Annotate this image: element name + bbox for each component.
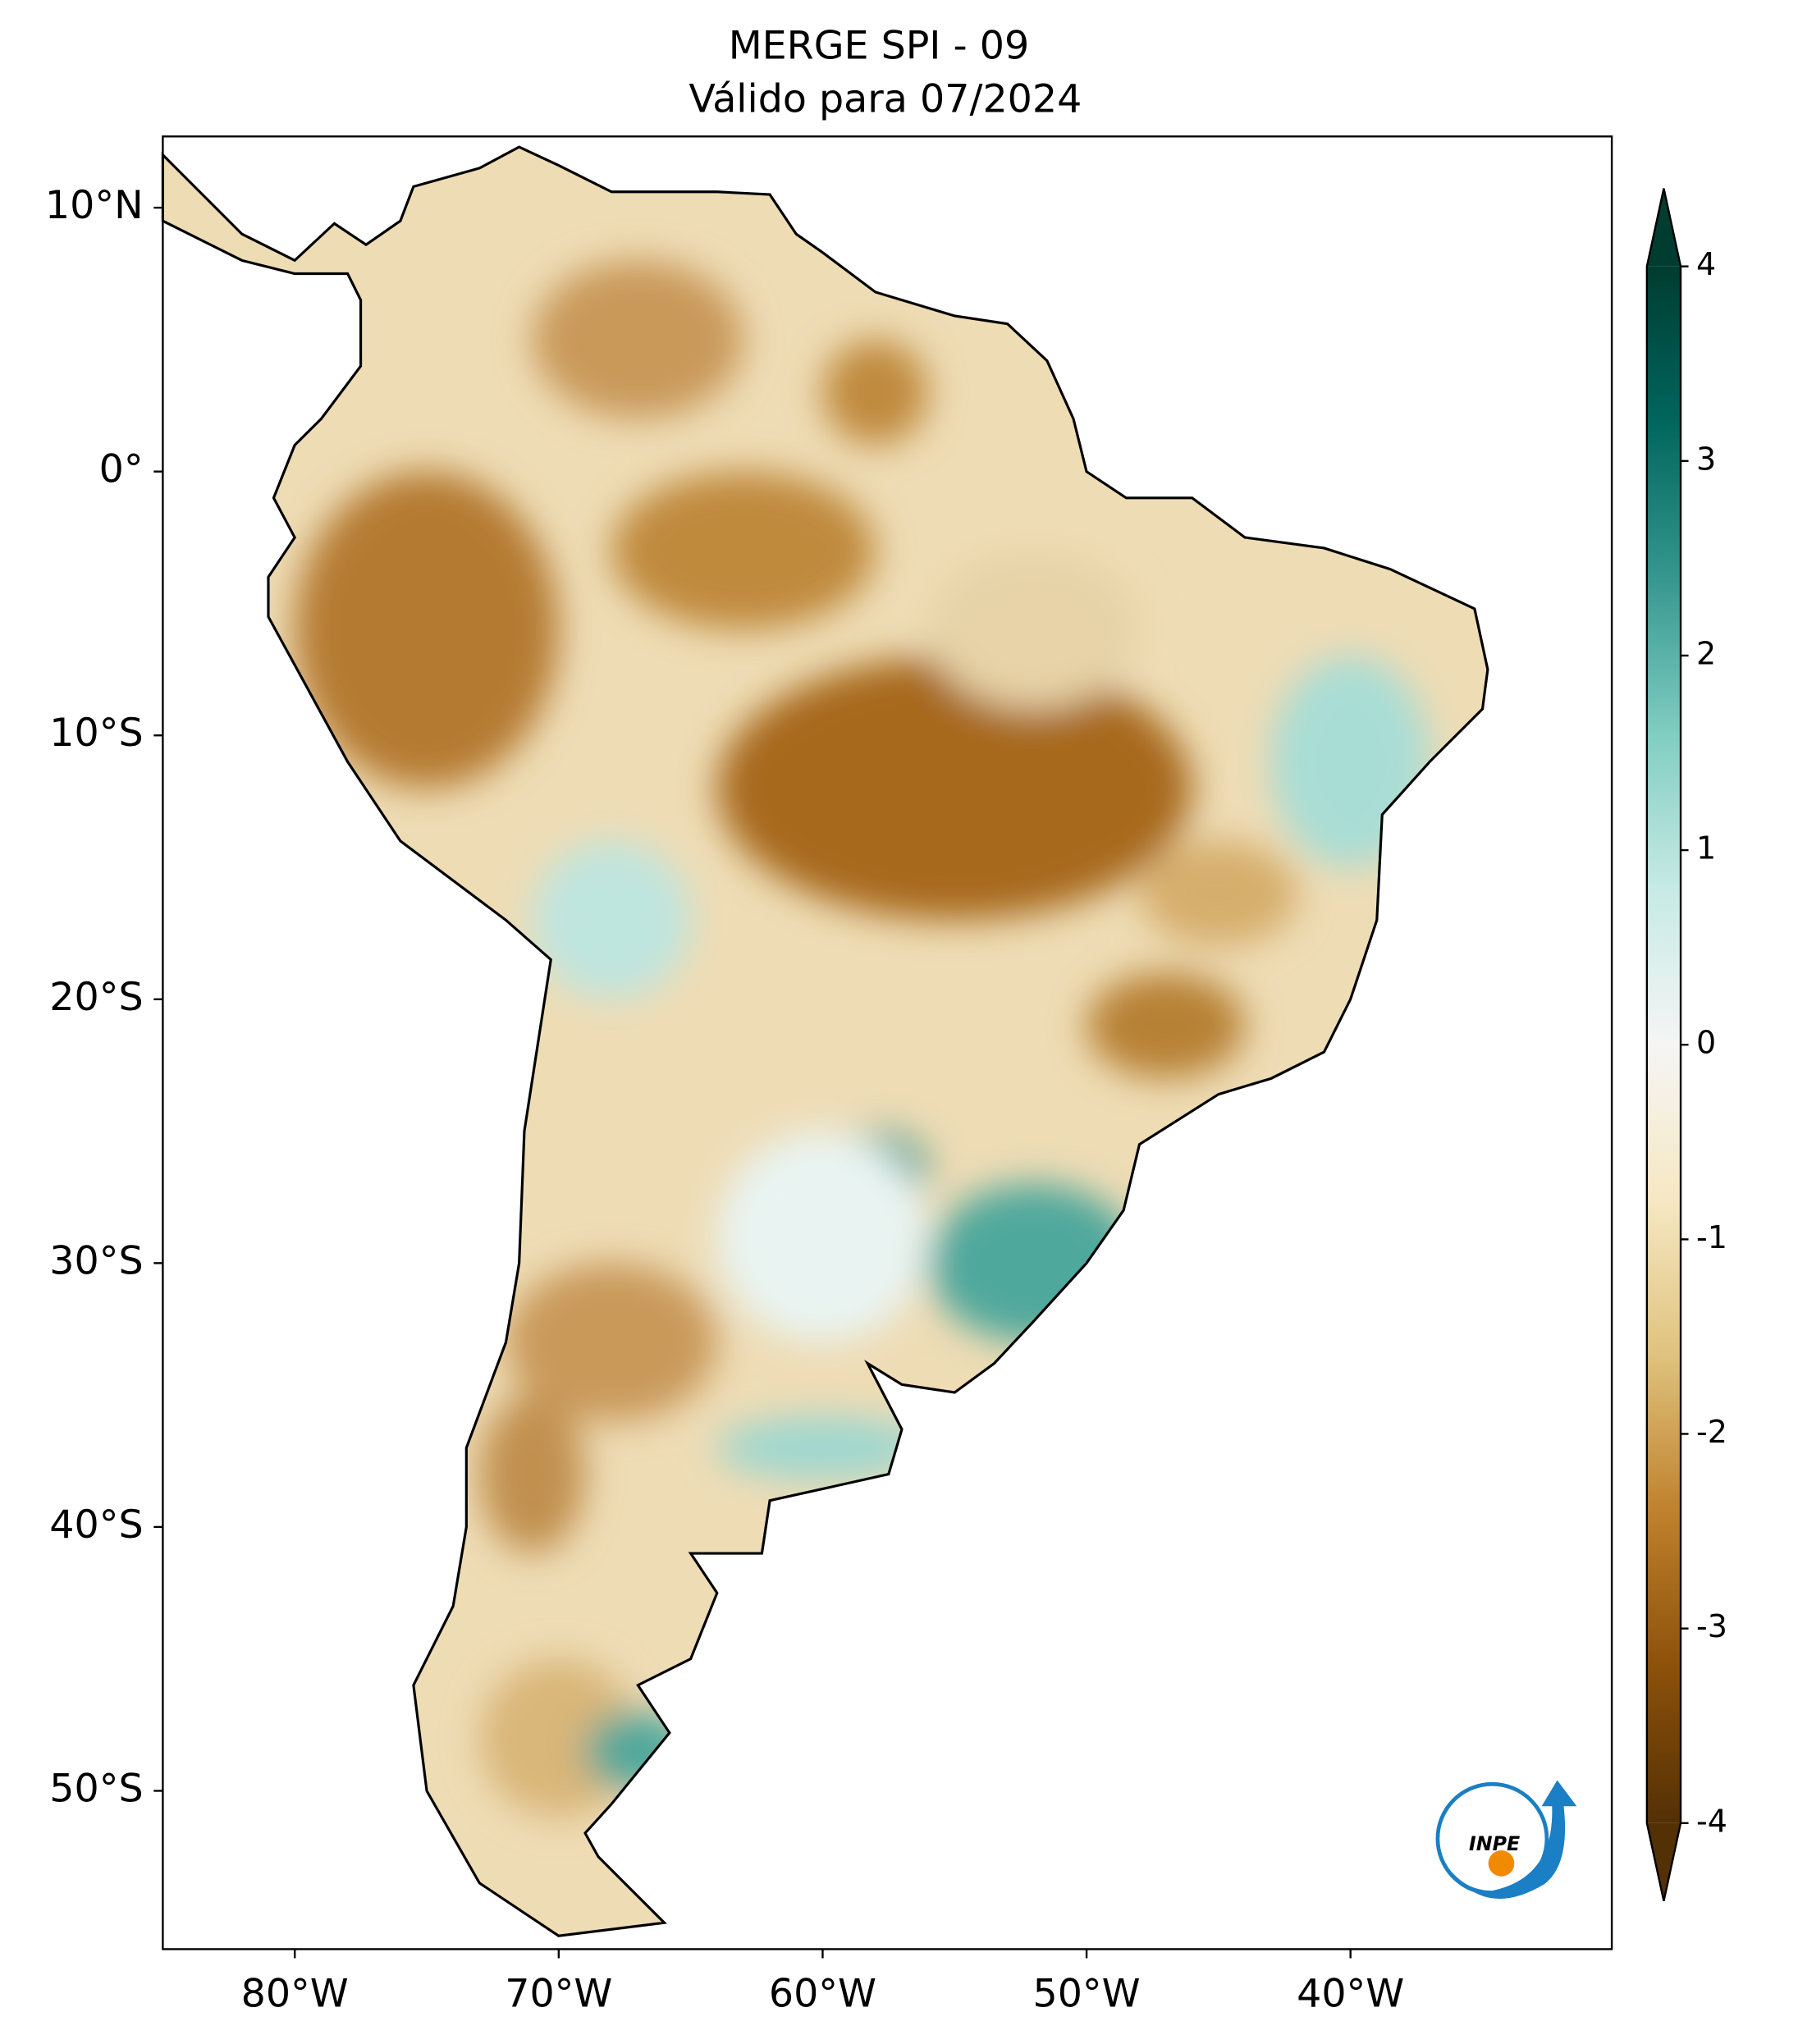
x-tick-label: 40°W	[1297, 1971, 1404, 2016]
map-frame	[162, 135, 1613, 1950]
title-line: Válido para 07/2024	[689, 77, 1082, 122]
shading-patch	[532, 840, 691, 999]
land	[162, 147, 1488, 1937]
shading-patch	[928, 551, 1140, 710]
shading-patch	[532, 260, 743, 419]
shading-layer	[295, 260, 1430, 1818]
colorbar-tick-label: 3	[1696, 441, 1716, 477]
x-tick-label: 50°W	[1032, 1971, 1140, 2016]
colorbar-tick-label: 4	[1696, 246, 1716, 282]
shading-patch	[928, 1183, 1140, 1342]
logo-text: INPE	[1469, 1832, 1520, 1855]
colorbar-extend	[1646, 188, 1681, 267]
logo: INPE	[1435, 1780, 1577, 1900]
colorbar-tick-label: -4	[1696, 1803, 1727, 1839]
shading-patch	[822, 339, 929, 446]
coastline	[161, 145, 1489, 1937]
colorbar-tick-label: 1	[1696, 830, 1716, 867]
colorbar-tick-label: 0	[1696, 1025, 1716, 1061]
x-tick-label: 60°W	[769, 1971, 876, 2016]
y-tick-label: 0°	[99, 447, 144, 492]
y-tick-label: 50°S	[49, 1766, 143, 1811]
shading-patch	[584, 1711, 691, 1791]
x-tick-label: 80°W	[241, 1971, 349, 2016]
shading-patch	[295, 471, 559, 789]
shading	[295, 260, 1430, 1818]
shading-patch	[1271, 656, 1430, 867]
y-tick-label: 40°S	[49, 1502, 143, 1548]
shading-patch	[479, 1395, 585, 1554]
y-tick-label: 30°S	[49, 1238, 143, 1283]
shading-patch	[1087, 972, 1246, 1079]
colorbar-extend	[1646, 1822, 1681, 1901]
shading-patch	[479, 1658, 638, 1818]
shading-patch	[506, 1263, 717, 1422]
shading-patch	[1139, 840, 1298, 947]
colorbar-tick-label: -3	[1696, 1608, 1727, 1644]
colorbar-tick-label: -2	[1696, 1414, 1727, 1450]
colorbar: -4 -3 -2 -1 0 1 2 3 4	[1645, 188, 1727, 1902]
shading-patch	[716, 1131, 929, 1342]
shading-patch	[611, 471, 876, 630]
y-tick-label: 10°S	[49, 711, 143, 756]
colorbar-tick-label: -1	[1696, 1219, 1727, 1255]
y-tick-label: 10°N	[45, 183, 144, 228]
shading-patch	[716, 1415, 929, 1480]
x-tick-label: 70°W	[505, 1971, 612, 2016]
map	[161, 145, 1489, 1937]
shading-patch	[716, 656, 1192, 921]
colorbar-body	[1646, 266, 1681, 1823]
title-line: MERGE SPI - 09	[729, 24, 1030, 69]
y-tick-label: 20°S	[49, 975, 143, 1020]
colorbar-tick-label: 2	[1696, 635, 1716, 671]
